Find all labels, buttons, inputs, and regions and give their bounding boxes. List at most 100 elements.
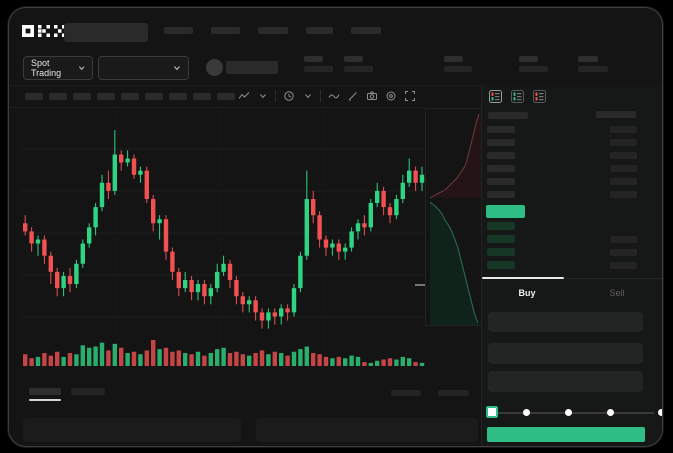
divider [9,85,481,86]
market-type-label: Spot Trading [31,58,62,78]
divider [481,85,482,446]
stat-value-placeholder [444,66,472,72]
fullscreen-icon[interactable] [403,89,416,102]
slider-step-dot[interactable] [565,409,572,416]
bid-price-placeholder [487,235,515,243]
trade-input-field[interactable] [488,343,643,364]
tab-buy[interactable]: Buy [518,288,536,298]
stat-label-placeholder [444,56,463,62]
interval-button[interactable] [145,93,163,100]
amount-slider-track[interactable] [490,412,654,414]
divider [9,107,425,108]
stat-value-placeholder [304,66,333,72]
chevron-down-icon [174,66,180,71]
buy-submit-button[interactable] [487,427,645,442]
divider [320,89,321,102]
interval-button[interactable] [121,93,139,100]
app-window: Spot Trading [8,7,663,447]
stat-value-placeholder [578,66,608,72]
ask-amount-placeholder [610,126,637,133]
top-nav [9,8,662,50]
slider-step-dot[interactable] [523,409,530,416]
search-input[interactable] [64,23,148,42]
bottom-tab-underline [29,399,61,401]
candlestick-chart[interactable] [21,108,425,378]
bottom-panel-left[interactable] [23,418,241,442]
ask-price-placeholder [487,126,515,133]
nav-item[interactable] [306,27,333,34]
slider-step-dot[interactable] [658,409,662,416]
bottom-tab-active[interactable] [29,388,61,395]
interval-button[interactable] [73,93,91,100]
stat-label-placeholder [304,56,323,62]
chart-type-icon[interactable] [237,89,250,102]
pair-selector[interactable] [98,56,189,80]
bottom-tab[interactable] [71,388,105,395]
chevron-down-icon [78,66,85,71]
ask-amount-placeholder [610,165,637,172]
stat-label-placeholder [344,56,363,62]
chevron-down-icon[interactable] [256,89,269,102]
bid-price-placeholder [487,222,515,230]
stat-pair [578,56,608,72]
bottom-action-placeholder[interactable] [391,390,421,396]
stat-label-placeholder [519,56,538,62]
draw-tool-icon[interactable] [346,89,359,102]
line-tool-icon[interactable] [327,89,340,102]
trade-input-field[interactable] [488,312,643,332]
market-type-selector[interactable]: Spot Trading [23,56,93,80]
last-price-highlight[interactable] [486,205,525,218]
nav-item[interactable] [351,27,381,34]
interval-button[interactable] [193,93,211,100]
active-tab-indicator [482,277,564,279]
nav-item[interactable] [258,27,288,34]
camera-icon[interactable] [365,89,378,102]
ask-price-placeholder [487,152,515,159]
okx-logo[interactable] [22,25,66,37]
interval-button[interactable] [25,93,43,100]
chart-toolbar [9,88,473,108]
interval-button[interactable] [49,93,67,100]
ask-amount-placeholder [610,152,637,159]
stat-pair [344,56,373,72]
amount-slider-handle[interactable] [486,406,498,418]
trade-input-field[interactable] [488,371,643,392]
ask-price-placeholder [487,178,515,185]
ask-price-placeholder [487,191,515,198]
orderbook-col-price [488,112,528,119]
ask-amount-placeholder [610,139,637,146]
interval-button[interactable] [169,93,187,100]
settings-gear-icon[interactable] [384,89,397,102]
bottom-action-placeholder[interactable] [438,390,469,396]
tab-sell[interactable]: Sell [609,288,625,298]
slider-step-dot[interactable] [607,409,614,416]
orderbook-col-amount [596,111,636,118]
last-price-placeholder [226,61,278,74]
interval-button[interactable] [217,93,235,100]
bids-book-icon[interactable] [511,90,524,103]
stat-value-placeholder [344,66,373,72]
bid-amount-placeholder [610,249,637,256]
depth-chart [425,108,483,326]
stat-value-placeholder [519,66,548,72]
nav-item[interactable] [211,27,240,34]
asks-book-icon[interactable] [533,90,546,103]
bid-amount-placeholder [610,236,637,243]
stat-label-placeholder [578,56,598,62]
stat-pair [444,56,472,72]
bid-amount-placeholder [610,262,637,269]
trade-tabs: Buy Sell [482,285,662,301]
stat-pair [519,56,548,72]
interval-button[interactable] [97,93,115,100]
combined-book-icon[interactable] [489,90,502,103]
ask-price-placeholder [487,139,515,146]
bottom-panel-right[interactable] [256,418,478,442]
divider [275,89,276,102]
interval-clock-icon[interactable] [282,89,295,102]
ask-amount-placeholder [610,191,637,198]
chevron-down-icon[interactable] [301,89,314,102]
nav-item[interactable] [164,27,193,34]
orderbook-trade-panel: Buy Sell [482,85,662,446]
stat-pair [304,56,333,72]
divider [482,278,662,279]
